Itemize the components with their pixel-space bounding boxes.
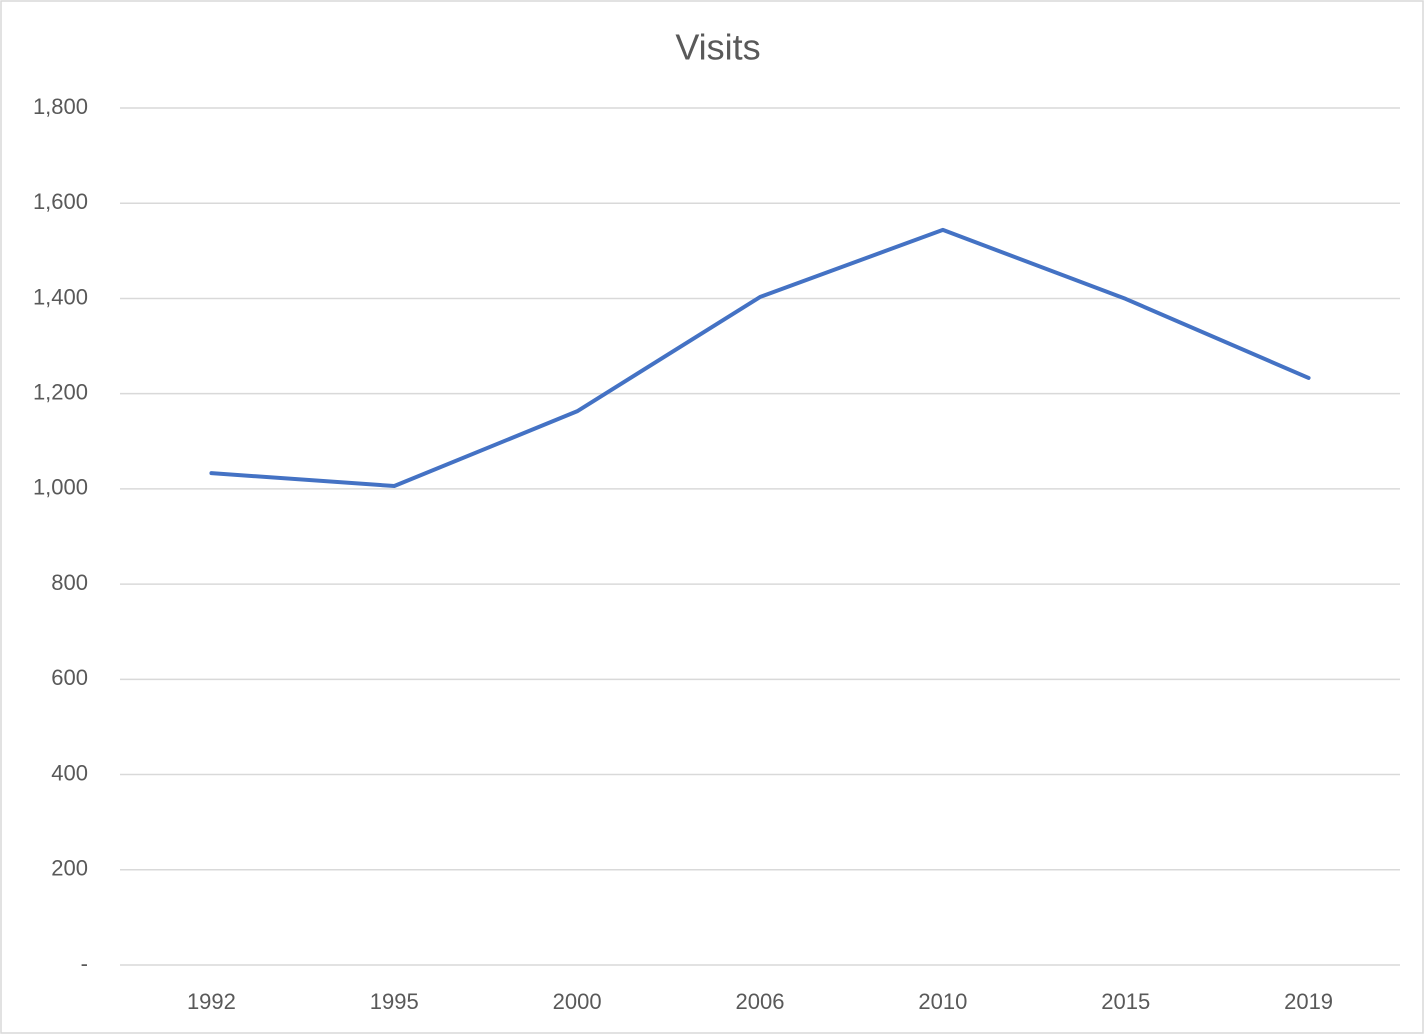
x-tick-label: 1992 <box>187 989 236 1014</box>
y-tick-label: 1,800 <box>33 94 88 119</box>
y-tick-label: - <box>81 951 88 976</box>
y-tick-label: 1,000 <box>33 475 88 500</box>
x-tick-label: 2019 <box>1284 989 1333 1014</box>
x-tick-label: 2006 <box>736 989 785 1014</box>
chart-title: Visits <box>675 27 760 68</box>
x-tick-label: 2015 <box>1101 989 1150 1014</box>
y-tick-label: 400 <box>51 760 88 785</box>
y-tick-label: 600 <box>51 665 88 690</box>
x-tick-label: 2010 <box>918 989 967 1014</box>
data-line <box>209 227 1311 489</box>
y-tick-label: 200 <box>51 856 88 881</box>
y-tick-label: 1,200 <box>33 379 88 404</box>
x-tick-label: 1995 <box>370 989 419 1014</box>
y-tick-label: 1,600 <box>33 189 88 214</box>
y-tick-label: 800 <box>51 570 88 595</box>
y-tick-label: 1,400 <box>33 284 88 309</box>
x-tick-label: 2000 <box>553 989 602 1014</box>
